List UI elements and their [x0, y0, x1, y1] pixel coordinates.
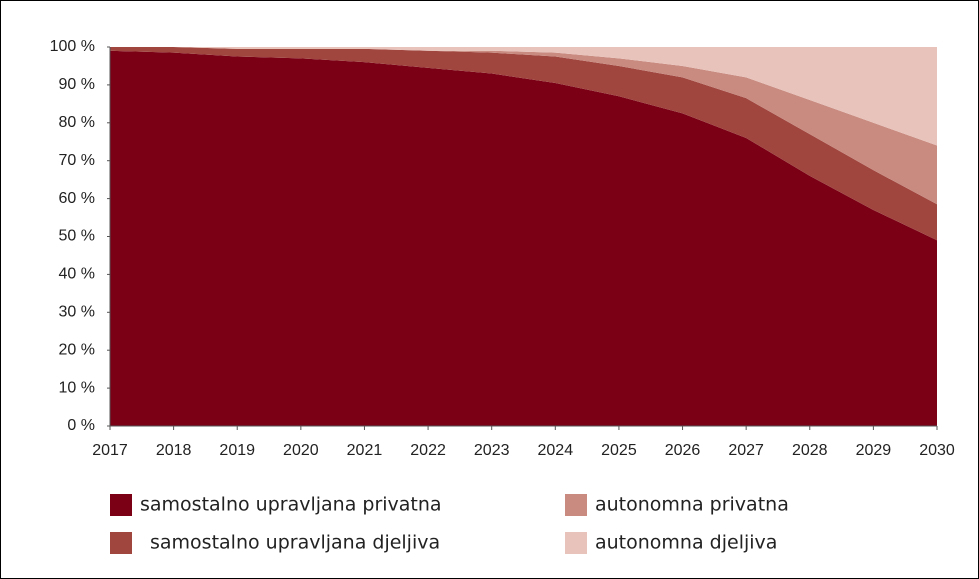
x-tick-label: 2017	[92, 442, 128, 459]
y-tick-label: 70 %	[59, 152, 95, 169]
legend-swatch	[565, 532, 587, 554]
legend-label: autonomna privatna	[595, 494, 789, 516]
y-tick-label: 20 %	[59, 341, 95, 358]
x-tick-label: 2029	[856, 442, 892, 459]
y-tick-label: 60 %	[59, 190, 95, 207]
legend-label: samostalno upravljana privatna	[140, 494, 442, 516]
y-tick-label: 0 %	[67, 417, 95, 434]
y-tick-label: 80 %	[59, 114, 95, 131]
x-tick-label: 2027	[728, 442, 764, 459]
x-tick-label: 2024	[538, 442, 574, 459]
x-tick-label: 2022	[410, 442, 446, 459]
x-tick-label: 2023	[474, 442, 510, 459]
y-tick-label: 30 %	[59, 304, 95, 321]
y-tick-label: 50 %	[59, 228, 95, 245]
x-tick-label: 2028	[792, 442, 828, 459]
legend-label: samostalno upravljana djeljiva	[150, 532, 440, 554]
area	[110, 47, 937, 146]
y-tick-label: 100 %	[50, 38, 95, 55]
legend-swatch	[110, 532, 132, 554]
area	[110, 47, 937, 241]
x-tick-label: 2025	[601, 442, 637, 459]
y-tick-label: 10 %	[59, 379, 95, 396]
x-tick-label: 2026	[665, 442, 701, 459]
x-tick-label: 2018	[156, 442, 192, 459]
y-tick-label: 90 %	[59, 76, 95, 93]
x-tick-label: 2021	[347, 442, 383, 459]
x-tick-label: 2020	[283, 442, 319, 459]
area	[110, 50, 937, 426]
x-tick-label: 2019	[219, 442, 255, 459]
legend-swatch	[565, 494, 587, 516]
area	[110, 47, 937, 205]
legend-swatch	[110, 494, 132, 516]
legend-label: autonomna djeljiva	[595, 532, 777, 554]
x-tick-label: 2030	[919, 442, 955, 459]
y-tick-label: 40 %	[59, 266, 95, 283]
